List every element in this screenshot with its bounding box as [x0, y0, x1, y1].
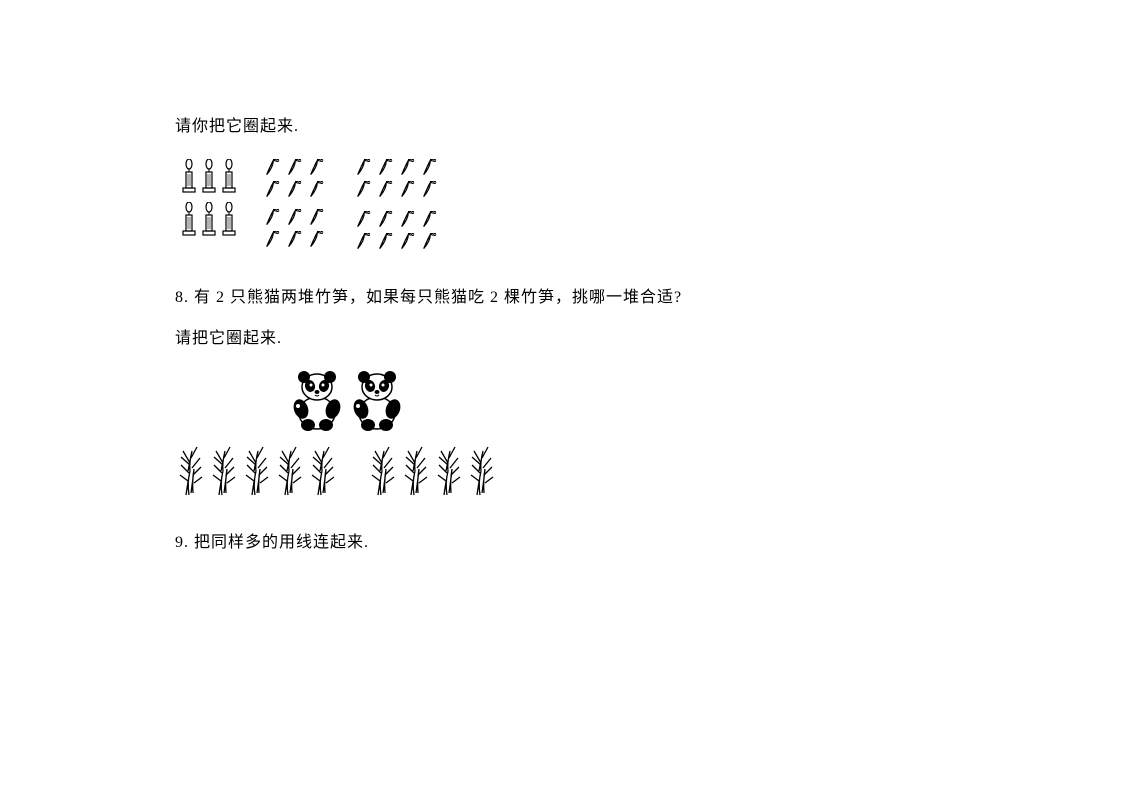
carrot-icon: [354, 211, 376, 231]
carrot-icon: [398, 159, 420, 179]
bamboo-icon: [307, 443, 337, 498]
carrot-icon: [263, 181, 285, 201]
candle-group: [180, 159, 238, 237]
carrot-icon: [263, 159, 285, 179]
carrot-small-group: [263, 159, 329, 251]
carrot-icon: [263, 209, 285, 229]
carrot-icon: [285, 159, 307, 179]
bamboo-icon: [433, 443, 463, 498]
bamboo-icon: [241, 443, 271, 498]
panda-icon: [350, 371, 405, 431]
figure-1: [175, 159, 875, 253]
carrot-icon: [398, 181, 420, 201]
bamboo-group-right: [367, 443, 496, 498]
figure-2: [175, 371, 875, 498]
carrot-icon: [420, 181, 442, 201]
carrot-icon: [263, 231, 285, 251]
carrot-icon: [307, 209, 329, 229]
bamboo-group-left: [175, 443, 337, 498]
panda-icon: [290, 371, 345, 431]
candle-icon: [180, 202, 198, 237]
intro-text: 请你把它圈起来.: [175, 115, 875, 139]
carrot-icon: [307, 181, 329, 201]
bamboo-icon: [400, 443, 430, 498]
question-9: 9. 把同样多的用线连起来.: [175, 528, 875, 552]
carrot-icon: [398, 211, 420, 231]
carrot-icon: [354, 181, 376, 201]
candle-icon: [200, 159, 218, 194]
question-8-sub: 请把它圈起来.: [175, 327, 875, 351]
carrot-icon: [307, 159, 329, 179]
carrot-icon: [285, 209, 307, 229]
bamboo-icon: [274, 443, 304, 498]
candle-icon: [220, 159, 238, 194]
carrot-large-group: [354, 159, 442, 253]
carrot-icon: [354, 233, 376, 253]
carrot-icon: [376, 159, 398, 179]
question-8: 8. 有 2 只熊猫两堆竹笋，如果每只熊猫吃 2 棵竹笋，挑哪一堆合适?: [175, 283, 875, 307]
carrot-icon: [420, 211, 442, 231]
carrot-icon: [376, 211, 398, 231]
bamboo-icon: [466, 443, 496, 498]
carrot-icon: [354, 159, 376, 179]
candle-icon: [220, 202, 238, 237]
bamboo-icon: [208, 443, 238, 498]
carrot-icon: [420, 159, 442, 179]
carrot-icon: [307, 231, 329, 251]
carrot-icon: [420, 233, 442, 253]
bamboo-icon: [175, 443, 205, 498]
candle-icon: [200, 202, 218, 237]
bamboo-icon: [367, 443, 397, 498]
candle-icon: [180, 159, 198, 194]
carrot-icon: [376, 233, 398, 253]
carrot-icon: [285, 231, 307, 251]
carrot-icon: [285, 181, 307, 201]
carrot-icon: [398, 233, 420, 253]
carrot-icon: [376, 181, 398, 201]
